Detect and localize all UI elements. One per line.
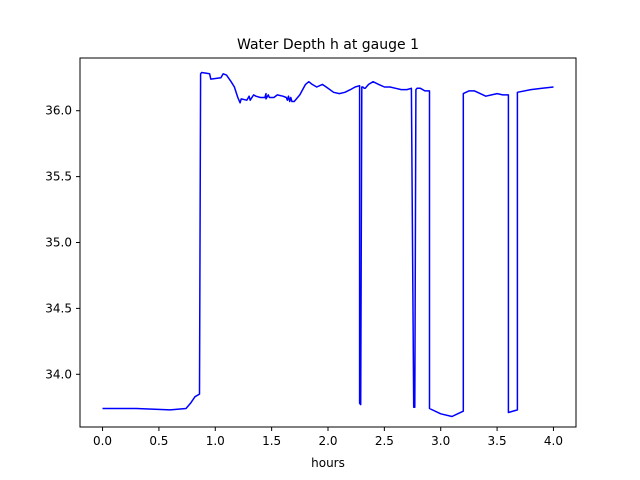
y-tick-label: 34.5 [45,301,72,315]
x-tick-label: 1.0 [206,434,225,448]
x-axis-label: hours [311,456,345,470]
x-tick-label: 4.0 [544,434,563,448]
x-tick-label: 3.0 [431,434,450,448]
x-tick-label: 2.0 [318,434,337,448]
y-tick-label: 35.0 [45,236,72,250]
y-tick-label: 35.5 [45,170,72,184]
x-tick-label: 2.5 [375,434,394,448]
x-tick-label: 3.5 [488,434,507,448]
y-axis: 34.0 34.5 35.0 35.5 36.0 [45,104,80,381]
y-tick-label: 36.0 [45,104,72,118]
chart-title: Water Depth h at gauge 1 [237,37,419,53]
y-tick-label: 34.0 [45,367,72,381]
plot-line-layer [102,71,554,418]
x-tick-label: 0.0 [93,434,112,448]
x-tick-label: 0.5 [149,434,168,448]
x-tick-label: 1.5 [262,434,281,448]
series-line [102,71,554,418]
x-axis: 0.0 0.5 1.0 1.5 2.0 2.5 3.0 3.5 4.0 [93,427,563,448]
